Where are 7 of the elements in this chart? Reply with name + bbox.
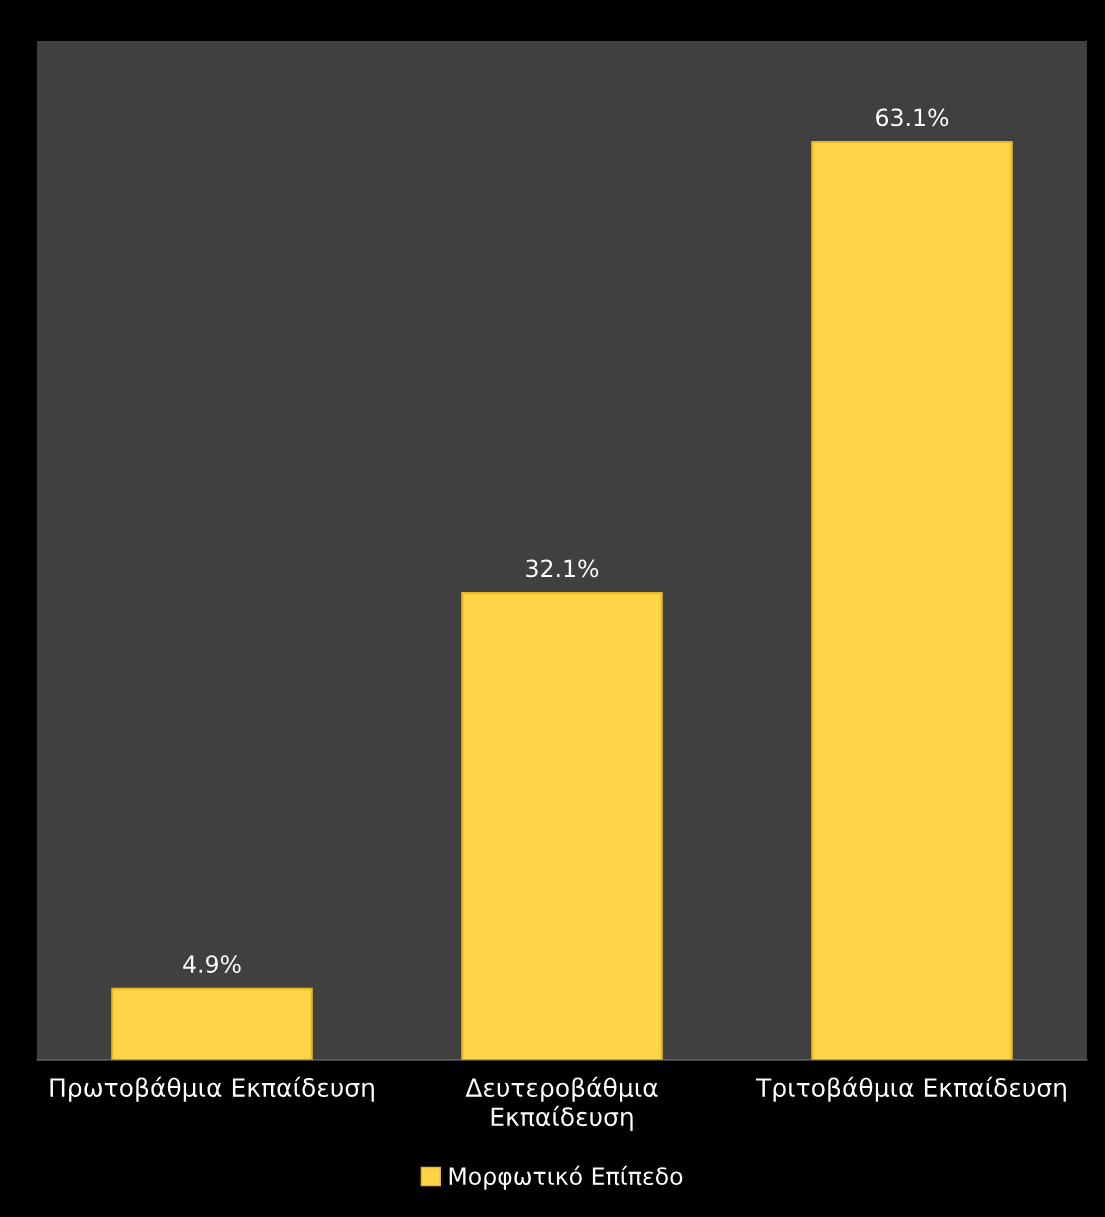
x-tick-label: Τριτοβάθμια Εκπαίδευση [755, 1076, 1066, 1102]
x-tick-label: Πρωτοβάθμια Εκπαίδευση [50, 1076, 374, 1102]
data-label: 32.1% [526, 559, 599, 578]
legend-label: Μορφωτικό Επίπεδο [449, 1165, 683, 1190]
data-label: 4.9% [183, 955, 241, 974]
x-tick-label: Δευτεροβάθμια Εκπαίδευση [465, 1076, 658, 1132]
data-label: 63.1% [876, 108, 949, 127]
